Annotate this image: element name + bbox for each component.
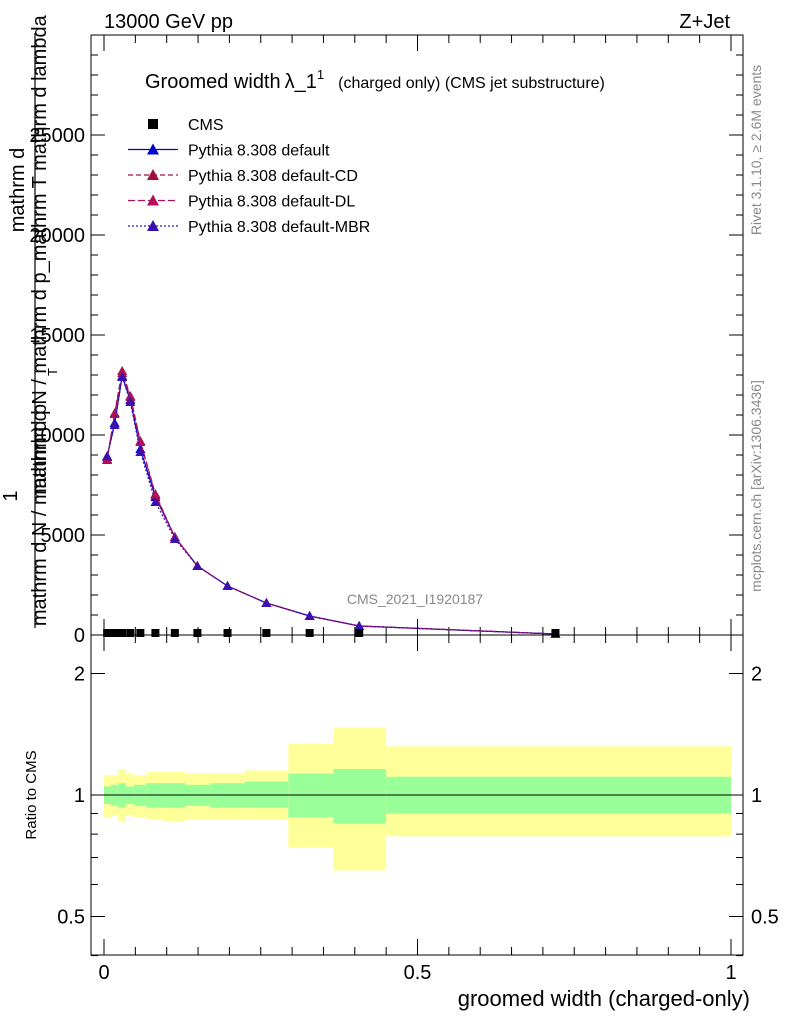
series-marker — [109, 409, 120, 418]
cms-marker — [551, 629, 560, 637]
cms-data-group — [103, 629, 560, 637]
legend-label: Pythia 8.308 default-MBR — [188, 219, 370, 236]
legend-marker — [147, 169, 159, 180]
ylabel-line-4: mathrm d N / mathrm d p — [29, 404, 51, 626]
ratio-panel: 0.5 0.51 12 2 0 0.5 1 Ratio to CMS — [23, 634, 779, 984]
series-marker — [354, 621, 365, 630]
ratio-y-tick-label-left: 0.5 — [57, 906, 85, 928]
series-line — [106, 370, 556, 635]
cms-marker — [118, 629, 127, 637]
legend-marker — [147, 143, 159, 155]
cms-marker — [103, 629, 112, 637]
series-line — [106, 375, 556, 635]
mcplots-label: mcplots.cern.ch [arXiv:1306.3436] — [748, 380, 764, 592]
series-marker — [192, 561, 203, 570]
x-axis-label: groomed width (charged-only) — [458, 986, 750, 1011]
main-y-tick-label: 20000 — [29, 225, 85, 247]
ratio-y-tick-label-left: 2 — [74, 664, 85, 686]
ratio-inner-band — [333, 768, 387, 824]
legend: CMS Pythia 8.308 default Pythia 8.308 defa… — [128, 117, 370, 236]
series-marker — [135, 437, 146, 446]
header-left: 13000 GeV pp — [104, 11, 233, 33]
main-y-tick-label: 0 — [74, 625, 85, 647]
cms-marker — [223, 629, 232, 637]
cms-marker — [355, 629, 364, 637]
main-y-tick-label: 15000 — [29, 325, 85, 347]
series-marker — [125, 392, 136, 401]
series-marker — [261, 598, 272, 607]
cms-marker — [110, 629, 119, 637]
legend-label: Pythia 8.308 default-DL — [188, 194, 355, 211]
series-marker — [125, 397, 136, 406]
series-marker — [109, 420, 120, 429]
cms-marker — [151, 629, 160, 637]
series-line — [106, 370, 556, 635]
ratio-y-tick-label-right: 1 — [751, 785, 762, 807]
ylabel-line-2: mathrm d — [7, 148, 29, 232]
series-marker — [102, 451, 113, 460]
series-marker — [150, 490, 161, 499]
main-y-tick-label: 5000 — [41, 525, 86, 547]
ratio-y-tick-label-right: 0.5 — [751, 906, 779, 928]
legend-label: Pythia 8.308 default-CD — [188, 168, 358, 185]
series-marker — [135, 447, 146, 456]
ratio-x-tick-label: 1 — [725, 962, 736, 984]
main-y-tick-labels: 0 5000 10000 15000 20000 25000 — [29, 125, 85, 647]
cms-marker — [136, 629, 145, 637]
cms-marker — [262, 629, 271, 637]
series-marker — [222, 581, 233, 590]
ratio-bands — [104, 727, 731, 871]
ratio-ylabel: Ratio to CMS — [23, 750, 40, 839]
legend-cms-marker — [148, 119, 158, 129]
cms-marker — [305, 629, 314, 637]
ylabel-line-5: T — [45, 368, 60, 376]
header-right: Z+Jet — [679, 11, 730, 33]
main-panel: 0 5000 10000 15000 20000 25000 Groomed width λ… — [29, 34, 744, 647]
chart-title: Groomed width λ_11(charged only) (CMS jet… — [145, 67, 605, 93]
cms-marker — [126, 629, 135, 637]
main-y-tick-label: 25000 — [29, 125, 85, 147]
cms-marker — [170, 629, 179, 637]
series-marker — [117, 372, 128, 381]
series-line — [106, 376, 556, 635]
main-y-axis-label: mathrm d N / mathrm d p_mathrm T mathrm … — [0, 14, 60, 628]
main-series-group — [102, 366, 561, 638]
ratio-x-tick-label: 0.5 — [404, 962, 432, 984]
legend-marker — [147, 194, 159, 206]
rivet-label: Rivet 3.1.10, ≥ 2.6M events — [748, 65, 764, 235]
cms-marker — [193, 629, 202, 637]
series-marker — [169, 534, 180, 543]
main-y-ticks — [91, 34, 743, 636]
series-marker — [304, 611, 315, 620]
legend-label: CMS — [188, 117, 224, 134]
main-x-ticks — [103, 35, 732, 635]
ratio-x-tick-label: 0 — [98, 962, 109, 984]
ratio-x-ticks: 0 0.5 1 — [98, 635, 737, 984]
legend-label: Pythia 8.308 default — [188, 143, 330, 160]
ratio-y-tick-label-left: 1 — [74, 785, 85, 807]
ratio-y-ticks: 0.5 0.5 1 1 2 2 — [57, 664, 779, 957]
watermark: CMS_2021_I1920187 — [347, 591, 483, 607]
ylabel-line-3: 1 — [0, 490, 22, 501]
legend-marker — [147, 220, 159, 231]
main-y-tick-label: 10000 — [29, 425, 85, 447]
series-marker — [150, 497, 161, 506]
ratio-y-tick-label-right: 2 — [751, 664, 762, 686]
